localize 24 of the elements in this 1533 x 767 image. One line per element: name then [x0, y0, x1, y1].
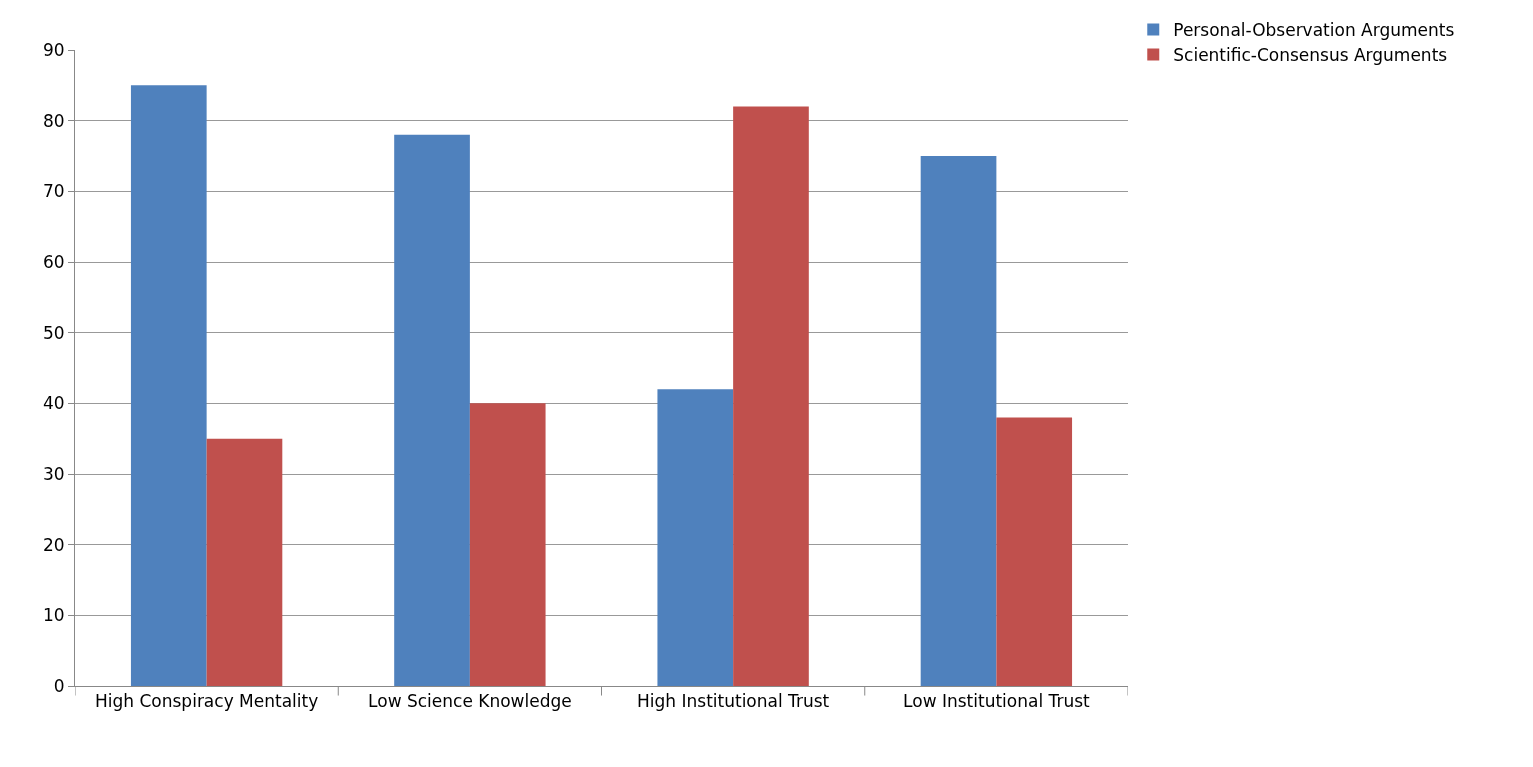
bar: [130, 85, 207, 686]
legend-label: Scientific-Consensus Arguments: [1173, 45, 1448, 66]
y-tick-label: 90: [42, 39, 65, 60]
y-tick-label: 0: [53, 675, 65, 696]
y-tick-label: 60: [42, 251, 65, 272]
legend-label: Personal-Observation Arguments: [1173, 20, 1455, 41]
y-tick-label: 20: [42, 534, 65, 555]
y-tick-label: 30: [42, 463, 65, 484]
y-tick-label: 40: [42, 393, 65, 414]
bar: [996, 417, 1073, 686]
x-tick-label: High Conspiracy Mentality: [94, 691, 319, 712]
bar: [920, 156, 997, 686]
x-tick-label: Low Science Knowledge: [368, 691, 572, 712]
y-tick-label: 50: [42, 322, 65, 343]
y-tick-label: 10: [42, 605, 65, 626]
bar: [657, 389, 734, 686]
y-tick-label: 70: [42, 181, 65, 202]
bar: [469, 403, 546, 686]
y-tick-label: 80: [42, 110, 65, 131]
x-tick-label: Low Institutional Trust: [903, 691, 1091, 712]
bar: [206, 438, 283, 686]
bar: [733, 106, 809, 686]
bar: [394, 134, 470, 686]
x-tick-label: High Institutional Trust: [637, 691, 830, 712]
